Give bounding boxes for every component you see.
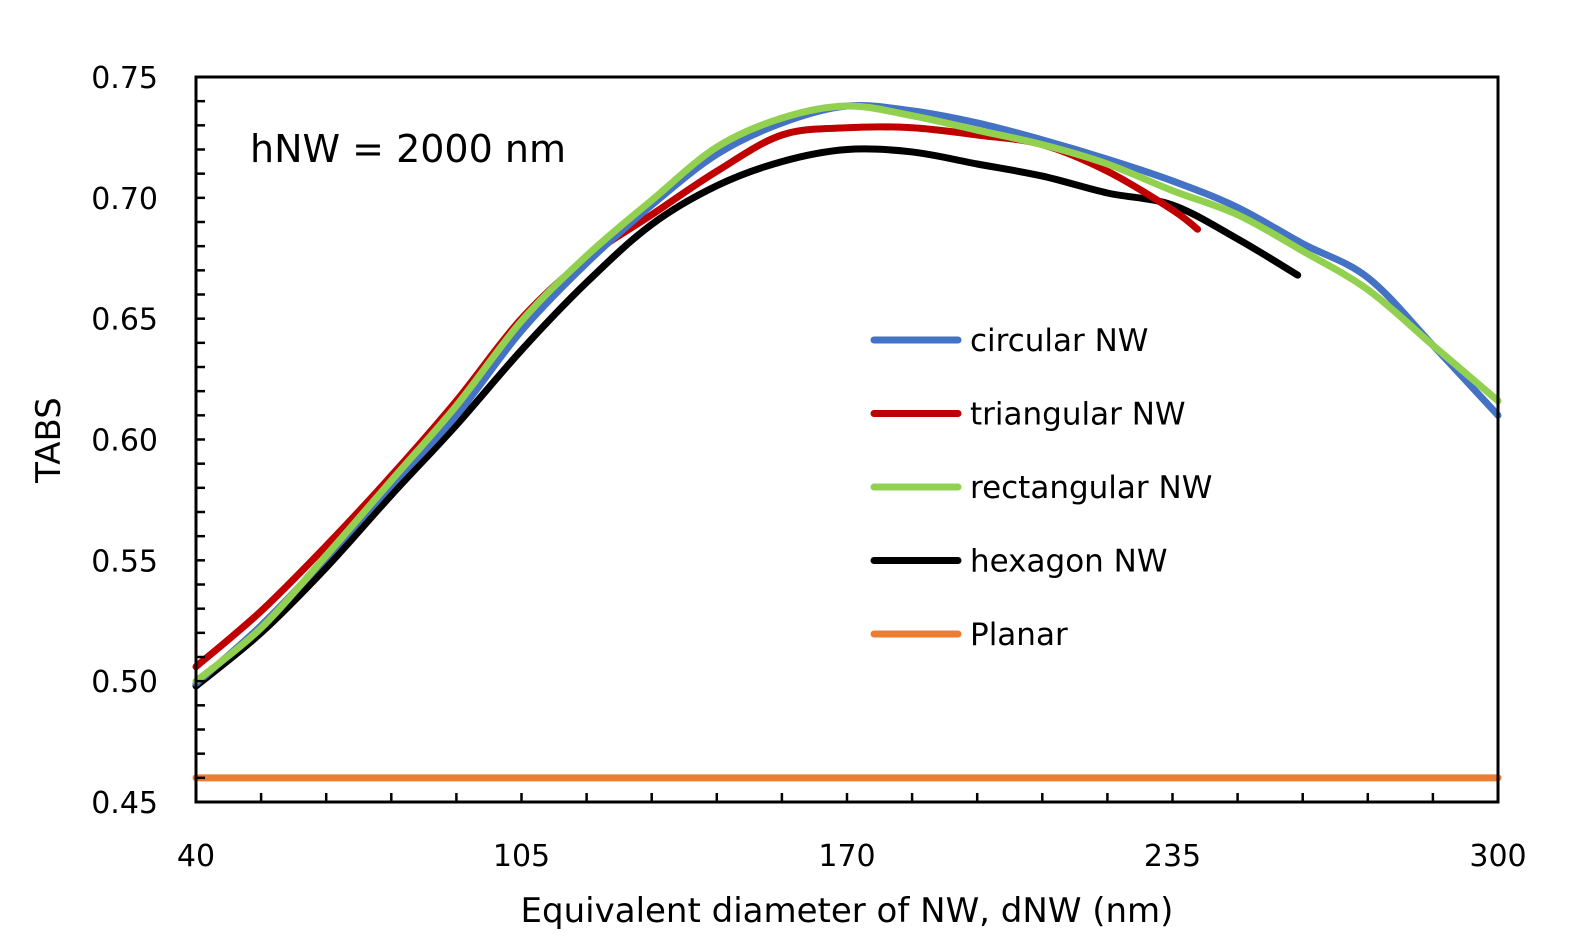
x-axis-title: Equivalent diameter of NW, dNW (nm) — [521, 891, 1174, 931]
series-line-rectangular-nw — [192, 102, 1502, 685]
x-tick-label: 40 — [177, 839, 215, 874]
y-axis-title: TABS — [29, 397, 69, 484]
legend-item: rectangular NW — [870, 470, 1212, 506]
x-tick-label: 300 — [1469, 839, 1526, 874]
y-tick-label: 0.50 — [91, 665, 158, 700]
y-tick-label: 0.65 — [91, 303, 158, 338]
labels-layer: 0.45 0.50 0.55 0.60 0.65 0.70 0.75 40 105 170 235 3… — [91, 61, 1526, 874]
legend-label: hexagon NW — [970, 544, 1168, 580]
legend-label: rectangular NW — [970, 470, 1212, 506]
series-layer — [192, 101, 1502, 782]
legend: circular NW triangular NW rectangular NW he… — [870, 323, 1212, 653]
y-tick-label: 0.55 — [91, 544, 158, 579]
legend-item: triangular NW — [870, 397, 1186, 433]
legend-label: Planar — [970, 617, 1068, 653]
x-tick-label: 105 — [493, 839, 550, 874]
x-tick-label: 235 — [1144, 839, 1201, 874]
legend-label: circular NW — [970, 323, 1148, 359]
y-tick-label: 0.60 — [91, 424, 158, 459]
x-tick-label: 170 — [818, 839, 875, 874]
annotation-text: hNW = 2000 nm — [250, 127, 566, 171]
plot-frame — [194, 75, 1500, 804]
y-tick-label: 0.45 — [91, 786, 158, 821]
legend-label: triangular NW — [970, 397, 1186, 433]
legend-item: Planar — [870, 617, 1068, 653]
y-tick-label: 0.75 — [91, 61, 158, 96]
ticks-layer — [196, 99, 1435, 802]
legend-item: hexagon NW — [870, 544, 1168, 580]
legend-item: circular NW — [870, 323, 1148, 359]
series-line-circular-nw — [192, 101, 1502, 688]
y-tick-label: 0.70 — [91, 182, 158, 217]
series-line-hexagon-nw — [192, 145, 1302, 690]
